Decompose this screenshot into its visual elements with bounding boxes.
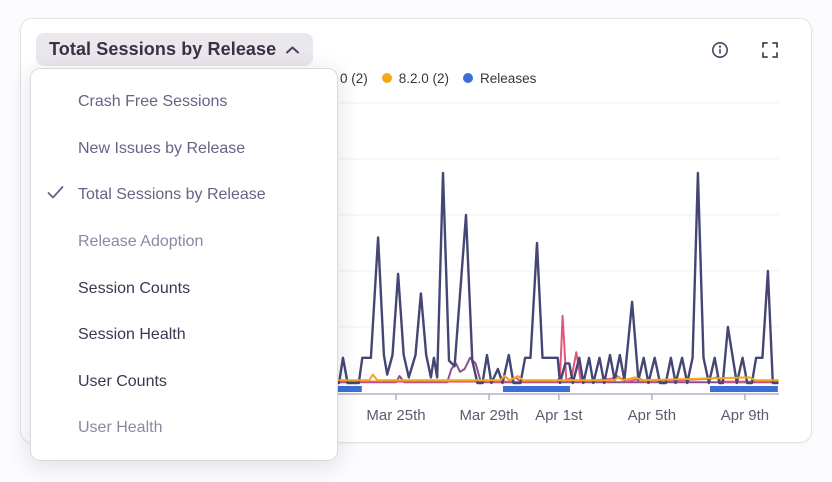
check-icon bbox=[47, 186, 64, 205]
menu-item-session-health[interactable]: Session Health bbox=[78, 326, 186, 344]
legend-dot-blue bbox=[463, 73, 474, 83]
display-options-menu: Crash Free Sessions New Issues by Releas… bbox=[30, 68, 338, 461]
info-button[interactable] bbox=[710, 41, 730, 61]
expand-icon bbox=[761, 42, 779, 62]
menu-item-crash-free-sessions[interactable]: Crash Free Sessions bbox=[78, 93, 228, 111]
legend-dot-orange bbox=[381, 73, 392, 83]
legend-item-8-2-0[interactable]: 8.2.0 (2) bbox=[381, 71, 449, 86]
svg-text:Apr 5th: Apr 5th bbox=[628, 407, 676, 424]
legend-item-occluded[interactable]: 0 (2) bbox=[340, 70, 368, 86]
svg-text:Mar 25th: Mar 25th bbox=[366, 407, 425, 424]
svg-text:Apr 1st: Apr 1st bbox=[535, 407, 583, 424]
menu-item-session-counts[interactable]: Session Counts bbox=[78, 279, 191, 297]
info-icon bbox=[711, 42, 729, 62]
menu-item-total-sessions-by-release[interactable]: Total Sessions by Release bbox=[31, 172, 337, 219]
chevron-up-icon bbox=[285, 45, 300, 55]
chart-legend: 0 (2) 8.2.0 (2) Releases bbox=[340, 70, 536, 86]
widget-title: Total Sessions by Release bbox=[49, 39, 277, 59]
svg-text:Apr 9th: Apr 9th bbox=[721, 407, 769, 424]
menu-item-user-health[interactable]: User Health bbox=[78, 419, 163, 437]
menu-item-new-issues-by-release[interactable]: New Issues by Release bbox=[78, 139, 246, 157]
svg-text:Mar 29th: Mar 29th bbox=[459, 407, 518, 424]
widget-title-button[interactable]: Total Sessions by Release bbox=[36, 33, 314, 66]
menu-item-user-counts[interactable]: User Counts bbox=[78, 372, 167, 390]
menu-item-release-adoption[interactable]: Release Adoption bbox=[78, 233, 204, 251]
fullscreen-button[interactable] bbox=[760, 41, 780, 61]
legend-item-releases[interactable]: Releases bbox=[463, 71, 536, 86]
